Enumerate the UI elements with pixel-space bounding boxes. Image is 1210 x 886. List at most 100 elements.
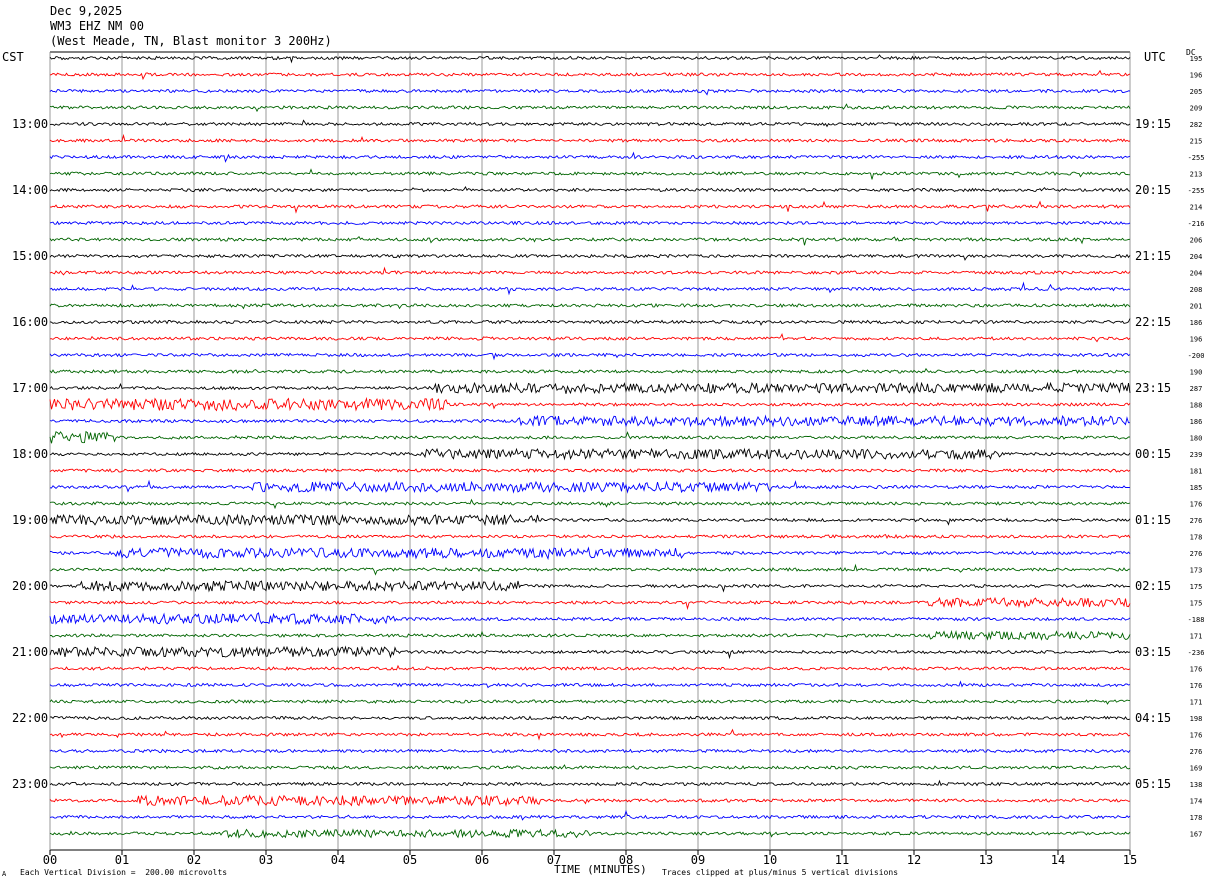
trace-line bbox=[49, 809, 1131, 821]
dc-offset-label: -188 bbox=[1188, 616, 1205, 624]
trace-line bbox=[50, 629, 1131, 641]
dc-offset-label: 276 bbox=[1190, 550, 1203, 558]
dc-offset-label: 208 bbox=[1190, 286, 1203, 294]
trace-line bbox=[49, 748, 1131, 754]
x-tick-label: 12 bbox=[907, 853, 921, 867]
trace-line bbox=[49, 266, 1131, 276]
trace-line bbox=[49, 612, 1131, 626]
trace-line bbox=[49, 828, 1131, 839]
dc-offset-label: 176 bbox=[1190, 501, 1203, 509]
dc-offset-label: 209 bbox=[1190, 105, 1203, 113]
dc-offset-label: 138 bbox=[1190, 781, 1203, 789]
trace-line bbox=[49, 447, 1131, 461]
dc-offset-label: 173 bbox=[1190, 567, 1203, 575]
dc-offset-label: 196 bbox=[1190, 72, 1203, 80]
trace-line bbox=[49, 498, 1131, 510]
trace-line bbox=[49, 103, 1131, 113]
trace-line bbox=[49, 513, 1131, 527]
x-tick-label: 13 bbox=[979, 853, 993, 867]
x-tick-label: 04 bbox=[331, 853, 345, 867]
right-hour-label: 04:15 bbox=[1135, 711, 1171, 725]
trace-line bbox=[49, 764, 1131, 770]
header-date: Dec 9,2025 bbox=[50, 4, 123, 18]
dc-offset-label: 178 bbox=[1190, 814, 1203, 822]
trace-line bbox=[49, 699, 1130, 705]
left-timezone-label: CST bbox=[2, 50, 24, 64]
x-tick-label: 05 bbox=[403, 853, 417, 867]
trace-line bbox=[49, 200, 1131, 214]
trace-line bbox=[49, 303, 1131, 310]
right-hour-label: 05:15 bbox=[1135, 777, 1171, 791]
x-tick-label: 06 bbox=[475, 853, 489, 867]
dc-offset-label: 204 bbox=[1190, 253, 1203, 261]
dc-offset-label: -200 bbox=[1188, 352, 1205, 360]
right-hour-label: 22:15 bbox=[1135, 315, 1171, 329]
left-hour-label: 16:00 bbox=[12, 315, 48, 329]
trace-line bbox=[49, 54, 1131, 64]
trace-line bbox=[49, 352, 1131, 361]
x-tick-label: 03 bbox=[259, 853, 273, 867]
trace-line bbox=[49, 281, 1131, 296]
trace-line bbox=[49, 715, 1131, 721]
footer-marker: A bbox=[2, 870, 7, 878]
right-hour-label: 19:15 bbox=[1135, 117, 1171, 131]
x-tick-label: 11 bbox=[835, 853, 849, 867]
left-hour-label: 13:00 bbox=[12, 117, 48, 131]
dc-offset-label: 201 bbox=[1190, 303, 1203, 311]
dc-offset-label: 186 bbox=[1190, 319, 1203, 327]
dc-offset-label: 176 bbox=[1190, 732, 1203, 740]
dc-offset-label: 176 bbox=[1190, 682, 1203, 690]
left-hour-label: 22:00 bbox=[12, 711, 48, 725]
dc-offset-label: -255 bbox=[1188, 154, 1205, 162]
left-hour-label: 18:00 bbox=[12, 447, 48, 461]
dc-offset-label: 169 bbox=[1190, 765, 1203, 773]
left-hour-label: 23:00 bbox=[12, 777, 48, 791]
trace-line bbox=[49, 645, 1131, 660]
x-tick-label: 02 bbox=[187, 853, 201, 867]
trace-line bbox=[49, 596, 1131, 611]
trace-line bbox=[49, 381, 1131, 395]
trace-line bbox=[49, 534, 1131, 540]
right-hour-label: 23:15 bbox=[1135, 381, 1171, 395]
dc-offset-label: 190 bbox=[1190, 369, 1203, 377]
trace-line bbox=[49, 318, 1131, 326]
dc-offset-label: 175 bbox=[1190, 600, 1203, 608]
dc-offset-label: 198 bbox=[1190, 715, 1203, 723]
dc-offset-label: 196 bbox=[1190, 336, 1203, 344]
right-hour-label: 01:15 bbox=[1135, 513, 1171, 527]
left-hour-label: 19:00 bbox=[12, 513, 48, 527]
trace-line bbox=[49, 779, 1131, 787]
dc-offset-label: 276 bbox=[1190, 748, 1203, 756]
dc-offset-label: -216 bbox=[1188, 220, 1205, 228]
dc-offset-label: 282 bbox=[1190, 121, 1203, 129]
left-hour-label: 21:00 bbox=[12, 645, 48, 659]
trace-line bbox=[49, 396, 1131, 412]
x-tick-label: 00 bbox=[43, 853, 57, 867]
x-tick-label: 01 bbox=[115, 853, 129, 867]
right-timezone-label: UTC bbox=[1144, 50, 1166, 64]
dc-label: DC bbox=[1186, 48, 1196, 57]
dc-offset-label: 204 bbox=[1190, 270, 1203, 278]
dc-offset-label: 186 bbox=[1190, 418, 1203, 426]
right-hour-label: 21:15 bbox=[1135, 249, 1171, 263]
header-station: WM3 EHZ NM 00 bbox=[50, 19, 144, 33]
trace-line bbox=[49, 680, 1131, 689]
trace-line bbox=[49, 133, 1131, 143]
dc-offset-label: 180 bbox=[1190, 435, 1203, 443]
trace-line bbox=[49, 794, 1131, 807]
dc-offset-label: 276 bbox=[1190, 517, 1203, 525]
trace-line bbox=[49, 88, 1131, 96]
dc-offset-label: 171 bbox=[1190, 699, 1203, 707]
trace-line bbox=[49, 220, 1131, 226]
trace-line bbox=[49, 151, 1131, 163]
scale-note: Each Vertical Division = 200.00 microvol… bbox=[20, 868, 228, 877]
trace-line bbox=[49, 185, 1131, 193]
left-hour-label: 15:00 bbox=[12, 249, 48, 263]
trace-line bbox=[49, 235, 1131, 246]
trace-line bbox=[49, 664, 1131, 671]
trace-line bbox=[49, 253, 1131, 261]
dc-offset-label: 171 bbox=[1190, 633, 1203, 641]
right-hour-label: 20:15 bbox=[1135, 183, 1171, 197]
dc-offset-label: 174 bbox=[1190, 798, 1203, 806]
